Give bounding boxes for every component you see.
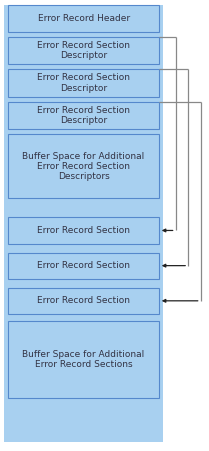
- Text: Error Record Section: Error Record Section: [37, 296, 130, 305]
- Text: Error Record Section: Error Record Section: [37, 226, 130, 235]
- Bar: [8, 102, 159, 129]
- Bar: [8, 134, 159, 198]
- Text: Buffer Space for Additional
Error Record Section
Descriptors: Buffer Space for Additional Error Record…: [23, 152, 145, 181]
- Text: Error Record Section: Error Record Section: [37, 261, 130, 270]
- Bar: [8, 288, 159, 314]
- Bar: [4, 5, 163, 442]
- Bar: [8, 253, 159, 279]
- Text: Buffer Space for Additional
Error Record Sections: Buffer Space for Additional Error Record…: [23, 350, 145, 369]
- Text: Error Record Header: Error Record Header: [38, 14, 130, 23]
- Text: Error Record Section
Descriptor: Error Record Section Descriptor: [37, 41, 130, 60]
- Text: Error Record Section
Descriptor: Error Record Section Descriptor: [37, 73, 130, 93]
- Bar: [8, 217, 159, 244]
- Bar: [8, 37, 159, 64]
- Bar: [8, 69, 159, 97]
- Bar: [8, 321, 159, 398]
- Bar: [8, 5, 159, 32]
- Text: Error Record Section
Descriptor: Error Record Section Descriptor: [37, 106, 130, 125]
